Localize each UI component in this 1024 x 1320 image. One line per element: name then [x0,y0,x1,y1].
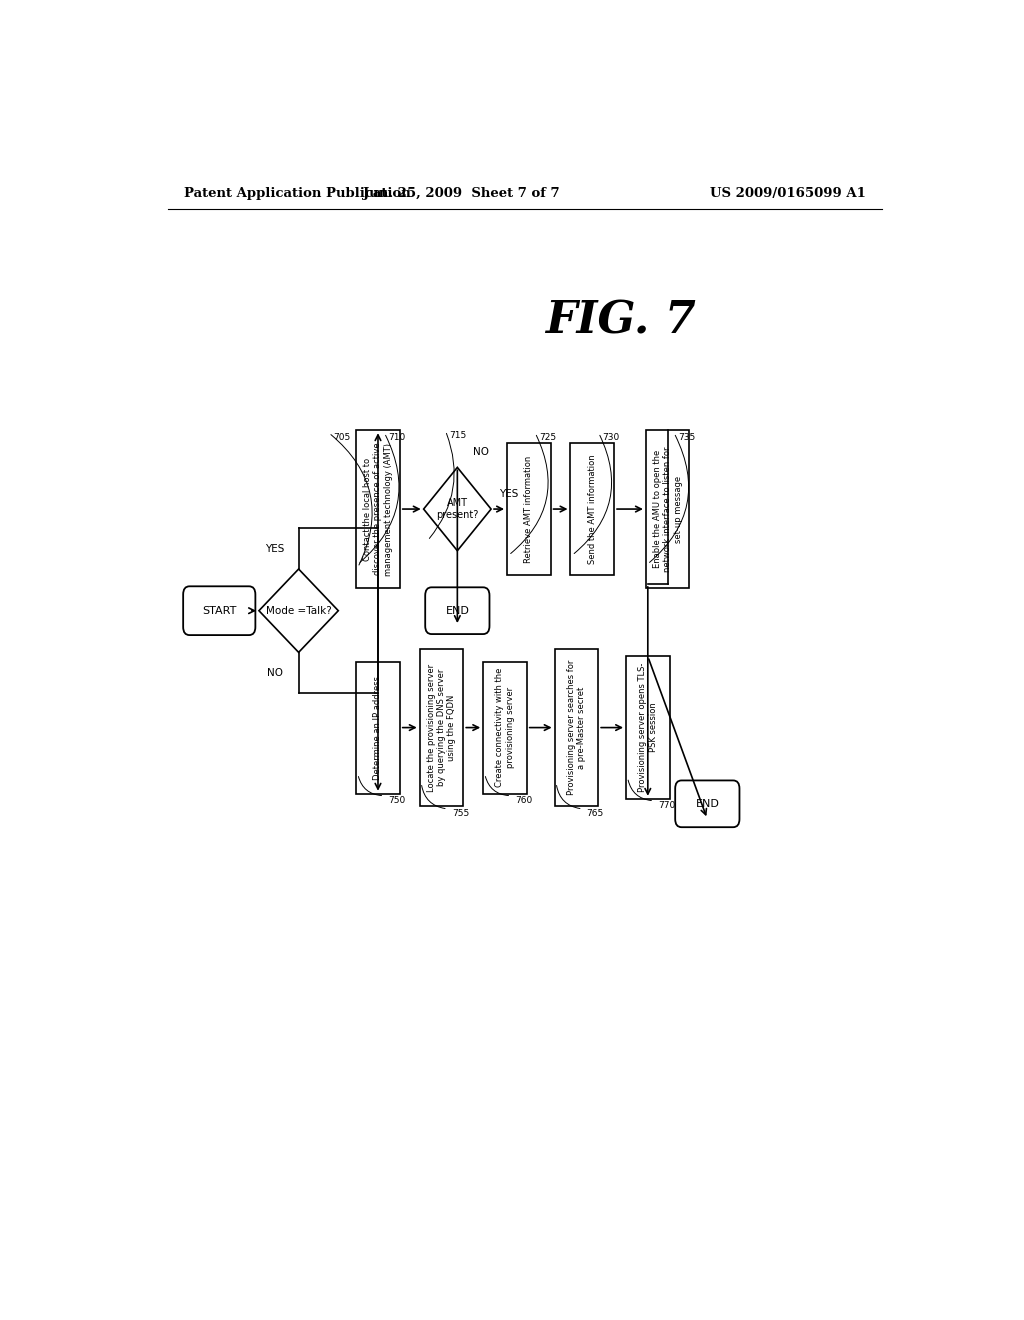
Text: Jun. 25, 2009  Sheet 7 of 7: Jun. 25, 2009 Sheet 7 of 7 [362,187,560,201]
Text: 770: 770 [658,801,676,809]
Bar [420,649,463,807]
Text: 735: 735 [678,433,695,442]
Text: NO: NO [267,668,283,677]
FancyBboxPatch shape [425,587,489,634]
Text: Contact the local host to
discover the presence of active
management technology : Contact the local host to discover the p… [364,442,393,576]
Bar [356,430,399,587]
Text: 750: 750 [388,796,406,805]
Text: 715: 715 [450,430,467,440]
Text: Provisioning server searches for
a pre-Master secret: Provisioning server searches for a pre-M… [566,660,586,795]
Text: US 2009/0165099 A1: US 2009/0165099 A1 [711,187,866,201]
Bar [507,444,551,576]
Bar [483,661,526,793]
Text: 760: 760 [515,796,532,805]
Bar [555,649,598,807]
Bar [646,430,689,587]
Text: 710: 710 [388,433,406,442]
Text: NO: NO [473,447,489,457]
Text: 765: 765 [587,809,604,818]
Text: AMT
present?: AMT present? [436,498,478,520]
Text: Provisioning server opens TLS-
PSK session: Provisioning server opens TLS- PSK sessi… [638,663,657,792]
Text: START: START [202,606,237,615]
Text: Send the AMT information: Send the AMT information [588,454,597,564]
Text: 730: 730 [602,433,620,442]
FancyBboxPatch shape [183,586,255,635]
Polygon shape [259,569,338,652]
Text: END: END [445,606,469,615]
Text: Locate the provisioning server
by querying the DNS server
using the FQDN: Locate the provisioning server by queryi… [427,664,457,792]
Text: 705: 705 [333,433,350,442]
Text: Enable the AMU to open the
network interface to listen for
set-up message: Enable the AMU to open the network inter… [652,446,683,572]
Text: 725: 725 [539,433,556,442]
Text: Retrieve AMT information: Retrieve AMT information [524,455,534,562]
Text: Create connectivity with the
provisioning server: Create connectivity with the provisionin… [496,668,515,787]
Bar [626,656,670,799]
Text: END: END [695,799,719,809]
Text: YES: YES [499,488,518,499]
Bar [356,661,399,793]
Text: YES: YES [265,544,285,554]
Text: Patent Application Publication: Patent Application Publication [183,187,411,201]
Text: FIG. 7: FIG. 7 [545,300,695,342]
FancyBboxPatch shape [675,780,739,828]
Polygon shape [424,467,492,550]
Text: 755: 755 [452,809,469,818]
Text: Mode =Talk?: Mode =Talk? [266,606,332,615]
Text: Determine an IP address: Determine an IP address [374,676,383,780]
Bar [570,444,614,576]
